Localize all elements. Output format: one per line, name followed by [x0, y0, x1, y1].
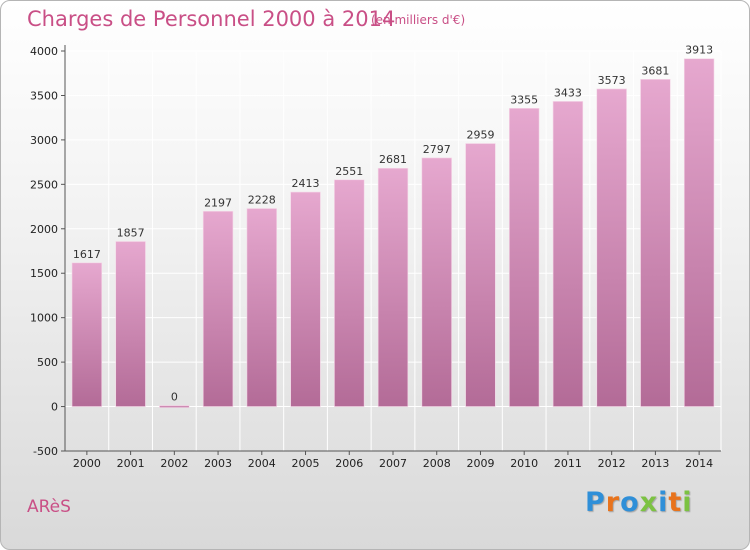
x-tick-label: 2013 [641, 457, 669, 470]
x-tick-label: 2004 [248, 457, 276, 470]
bar [246, 208, 277, 407]
logo-letter: t [668, 487, 683, 518]
y-tick-label: 500 [37, 356, 58, 369]
logo-letter: r [605, 487, 621, 518]
y-tick-label: 0 [51, 401, 58, 414]
x-tick-label: 2005 [292, 457, 320, 470]
y-tick-label: 1000 [30, 312, 58, 325]
x-tick-label: 2010 [510, 457, 538, 470]
bar [640, 79, 671, 407]
y-tick-label: 4000 [30, 45, 58, 58]
bar [202, 210, 234, 407]
proxiti-logo: Proxiti [585, 487, 693, 518]
x-tick-label: 2012 [598, 457, 626, 470]
bar [596, 88, 627, 407]
bar [509, 108, 540, 407]
x-tick-label: 2001 [117, 457, 145, 470]
x-tick-label: 2011 [554, 457, 582, 470]
logo-letter: P [585, 487, 606, 518]
bar [159, 405, 190, 408]
bar [290, 191, 321, 407]
x-tick-labels: 2000 2001 2002 2003 2004 2005 2006 2007 2008 2009… [73, 457, 713, 470]
x-tick-label: 2003 [204, 457, 232, 470]
logo-letter: i [658, 487, 669, 518]
data-label: 2413 [292, 177, 320, 190]
data-label: 2797 [423, 143, 451, 156]
x-tick-label: 2002 [160, 457, 188, 470]
bar [71, 262, 103, 407]
data-label: 2197 [204, 196, 232, 209]
data-label: 2681 [379, 153, 407, 166]
x-tick-label: 2014 [685, 457, 713, 470]
data-label: 3681 [641, 64, 669, 77]
y-tick-label: 3000 [30, 134, 58, 147]
data-label: 3433 [554, 86, 582, 99]
x-tick-label: 2008 [423, 457, 451, 470]
data-label: 2228 [248, 194, 276, 207]
data-label: 2959 [466, 129, 494, 142]
bar [465, 143, 496, 407]
data-label: 3913 [685, 44, 713, 57]
data-label: 1857 [117, 226, 145, 239]
data-labels: 1617 1857 0 2197 2228 2413 2551 2681 2797 2959 335… [73, 44, 713, 404]
bar [377, 167, 409, 407]
data-label: 0 [171, 391, 178, 404]
x-tick-label: 2000 [73, 457, 101, 470]
data-label: 1617 [73, 248, 101, 261]
chart-title: Charges de Personnel 2000 à 2014 [27, 7, 396, 31]
y-tick-labels: -500 0 500 1000 1500 2000 2500 3000 3500 4000 [30, 45, 58, 458]
data-label: 3355 [510, 93, 538, 106]
logo-letter: x [639, 487, 659, 518]
bar [115, 241, 146, 407]
y-tick-label: 1500 [30, 267, 58, 280]
commune-name: ARèS [27, 497, 71, 517]
bar [683, 58, 715, 407]
data-label: 2551 [335, 165, 363, 178]
x-tick-label: 2009 [466, 457, 494, 470]
bar [334, 179, 365, 407]
y-tick-label: 2000 [30, 223, 58, 236]
y-tick-label: -500 [33, 445, 58, 458]
y-tick-label: 3500 [30, 89, 58, 102]
bars [71, 58, 715, 408]
data-label: 3573 [598, 74, 626, 87]
logo-letter: o [620, 487, 640, 518]
bar [552, 101, 584, 407]
x-tick-label: 2006 [335, 457, 363, 470]
y-tick-label: 2500 [30, 178, 58, 191]
axes [61, 45, 721, 455]
bar [421, 157, 452, 407]
x-tick-label: 2007 [379, 457, 407, 470]
chart-subtitle: (en milliers d'€) [371, 13, 466, 27]
logo-letter: i [682, 487, 693, 518]
